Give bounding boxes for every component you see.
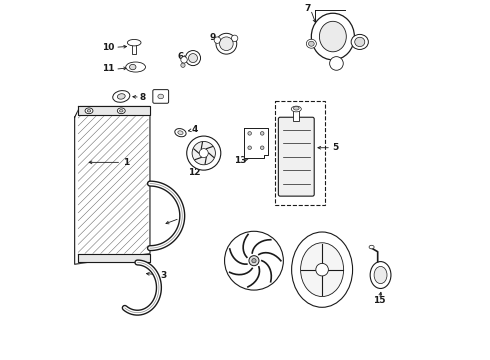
Text: 15: 15 [373, 296, 386, 305]
Ellipse shape [291, 106, 301, 112]
Ellipse shape [319, 21, 346, 52]
Ellipse shape [351, 35, 368, 49]
Polygon shape [78, 107, 150, 116]
Ellipse shape [306, 39, 317, 48]
Text: 11: 11 [101, 64, 114, 73]
Text: 12: 12 [188, 168, 200, 177]
Ellipse shape [126, 62, 146, 72]
Ellipse shape [186, 50, 200, 66]
Ellipse shape [117, 108, 125, 114]
Ellipse shape [216, 33, 237, 54]
Ellipse shape [214, 37, 220, 43]
Ellipse shape [292, 232, 353, 307]
Ellipse shape [300, 243, 343, 297]
Ellipse shape [120, 109, 123, 112]
Ellipse shape [175, 129, 186, 137]
Ellipse shape [87, 109, 91, 112]
Ellipse shape [309, 41, 314, 46]
Text: 16: 16 [306, 297, 318, 306]
Ellipse shape [294, 107, 299, 110]
Ellipse shape [199, 149, 208, 158]
Text: 5: 5 [332, 143, 338, 152]
Polygon shape [245, 128, 268, 158]
Text: 1: 1 [123, 158, 129, 167]
Ellipse shape [249, 256, 259, 266]
Ellipse shape [127, 40, 141, 46]
Ellipse shape [260, 132, 264, 135]
Ellipse shape [355, 37, 365, 46]
Polygon shape [78, 253, 150, 262]
Text: 6: 6 [177, 52, 183, 61]
Ellipse shape [370, 262, 391, 288]
Ellipse shape [181, 63, 185, 67]
Ellipse shape [374, 266, 387, 284]
Ellipse shape [187, 136, 221, 170]
Ellipse shape [231, 35, 238, 41]
Ellipse shape [85, 108, 93, 114]
Ellipse shape [118, 94, 125, 99]
FancyBboxPatch shape [153, 90, 169, 103]
Text: 3: 3 [161, 270, 167, 279]
Ellipse shape [181, 57, 187, 63]
Text: 9: 9 [209, 33, 216, 42]
Ellipse shape [316, 264, 328, 276]
Ellipse shape [192, 141, 216, 165]
Text: 13: 13 [234, 156, 247, 165]
Text: 7: 7 [304, 4, 311, 13]
Ellipse shape [369, 245, 374, 249]
Ellipse shape [252, 258, 256, 263]
Ellipse shape [129, 64, 136, 70]
Ellipse shape [158, 94, 164, 99]
Ellipse shape [330, 57, 343, 70]
FancyBboxPatch shape [278, 117, 314, 196]
Polygon shape [74, 107, 150, 264]
Ellipse shape [248, 146, 251, 149]
Text: 8: 8 [140, 93, 146, 102]
Ellipse shape [248, 132, 251, 135]
Text: 10: 10 [102, 43, 114, 52]
Ellipse shape [220, 37, 233, 50]
Text: 14: 14 [236, 274, 249, 283]
Text: 4: 4 [192, 125, 198, 134]
Ellipse shape [311, 13, 354, 60]
Ellipse shape [178, 131, 183, 135]
Bar [275, 101, 325, 205]
Ellipse shape [260, 146, 264, 149]
Ellipse shape [189, 54, 197, 63]
Bar [132, 44, 136, 54]
Bar [294, 110, 299, 121]
Ellipse shape [113, 91, 130, 102]
Text: 2: 2 [179, 213, 185, 222]
Ellipse shape [224, 231, 283, 290]
